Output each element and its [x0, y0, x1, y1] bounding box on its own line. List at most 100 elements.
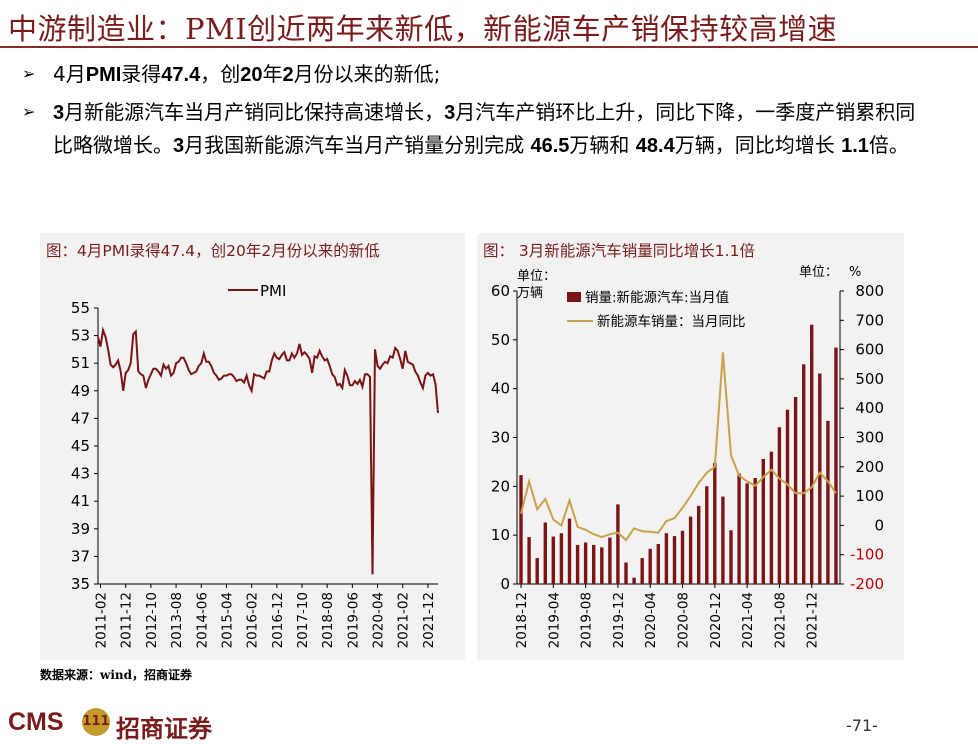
sales-bar [519, 475, 522, 584]
y-tick-label: 49 [71, 382, 90, 400]
left-y-tick-label: 40 [491, 380, 510, 398]
sales-bar [737, 474, 740, 584]
sales-bar [552, 537, 555, 584]
sales-bar [754, 478, 757, 584]
sales-bar [568, 519, 571, 584]
sales-bar [592, 545, 595, 584]
company-logo: CMS 111 招商证券 [8, 706, 248, 742]
bullet-text-run: 4月 [53, 62, 86, 86]
sales-bar [810, 325, 813, 584]
sales-bar [802, 364, 805, 584]
left-y-tick-label: 50 [491, 331, 510, 349]
sales-bar [624, 563, 627, 585]
sales-bar [608, 538, 611, 584]
x-tick-label: 2016-02 [245, 592, 261, 648]
x-tick-label: 2014-06 [194, 592, 210, 648]
x-tick-label: 2021-12 [421, 592, 437, 648]
nev-chart-title: 图： 3月新能源汽车销量同比增长1.1倍 [483, 239, 755, 261]
right-y-tick-label: 200 [855, 458, 884, 476]
page-title: 中游制造业：PMI创近两年来新低，新能源车产销保持较高增速 [8, 6, 837, 48]
x-tick-label: 2012-10 [144, 592, 160, 648]
sales-bar [600, 547, 603, 584]
bullet-text: 4月PMI录得47.4，创20年2月份以来的新低; [53, 58, 932, 91]
left-unit: 万辆 [517, 286, 543, 301]
x-tick-label: 2018-12 [514, 592, 530, 648]
logo-company-name: 招商证券 [116, 709, 212, 744]
sales-bar [729, 530, 732, 584]
bullet-text-run: 47.4 [161, 64, 200, 86]
y-tick-label: 51 [71, 354, 90, 372]
legend-label-sales: 销量:新能源汽车:当月值 [585, 289, 729, 306]
sales-bar [527, 537, 530, 584]
sales-bar [705, 486, 708, 584]
x-tick-label: 2019-12 [611, 592, 627, 648]
right-y-tick-label: 0 [874, 516, 884, 534]
sales-bar [713, 463, 716, 584]
right-unit: % [849, 265, 861, 280]
x-tick-label: 2021-02 [396, 592, 412, 648]
pmi-series-line [98, 330, 438, 574]
left-unit-label: 单位： [517, 269, 556, 284]
bullet-text-run: 倍。 [869, 133, 909, 157]
bullet-2: ➢ 3月新能源汽车当月产销同比保持高速增长，3月汽车产销环比上升，同比下降，一季… [22, 96, 932, 162]
right-unit-label: 单位： [799, 265, 838, 280]
x-tick-label: 2016-12 [270, 592, 286, 648]
legend-label-yoy: 新能源车销量：当月同比 [597, 313, 746, 330]
bullet-text-run: 录得 [121, 62, 161, 86]
bullet-text-run: 3 [53, 102, 64, 124]
sales-bar [689, 517, 692, 584]
right-y-tick-label: 300 [855, 429, 884, 447]
bullet-marker: ➢ [22, 58, 35, 90]
x-tick-label: 2021-04 [740, 592, 756, 648]
bullet-text-run: 1.1 [841, 135, 869, 157]
bullet-text-run: 3 [444, 102, 455, 124]
nev-sales-chart: 0102030405060-200-1000100200300400500600… [477, 233, 904, 660]
sales-bar [576, 545, 579, 584]
y-tick-label: 41 [71, 492, 90, 510]
sales-bar [818, 374, 821, 585]
x-tick-label: 2017-10 [295, 592, 311, 648]
pmi-chart-title: 图：4月PMI录得47.4，创20年2月份以来的新低 [46, 239, 380, 261]
x-tick-label: 2021-12 [805, 592, 821, 648]
sales-bar [649, 549, 652, 584]
legend-swatch-sales [567, 292, 581, 302]
sales-bar [834, 348, 837, 584]
sales-bar [721, 497, 724, 584]
bullet-text-run: 月新能源汽车当月产销同比保持高速增长， [64, 100, 444, 124]
y-tick-label: 35 [71, 575, 90, 593]
x-tick-label: 2020-04 [643, 592, 659, 648]
bullet-text-run: 万辆，同比均增长 [675, 133, 841, 157]
bullet-text-run: 3 [173, 135, 184, 157]
x-tick-label: 2013-08 [169, 592, 185, 648]
bullet-text-run: PMI [86, 64, 122, 86]
sales-bar [826, 421, 829, 584]
sales-bar [665, 533, 668, 584]
x-tick-label: 2019-04 [546, 592, 562, 648]
bullet-text-run: 20 [240, 64, 262, 86]
y-tick-label: 53 [71, 327, 90, 345]
left-y-tick-label: 60 [491, 282, 510, 300]
data-source: 数据来源：wind，招商证券 [40, 666, 192, 683]
sales-bar [536, 558, 539, 584]
bullet-text-run: 46.5 [530, 135, 569, 157]
sales-bar [544, 523, 547, 585]
sales-bar [584, 543, 587, 585]
x-tick-label: 2018-08 [320, 592, 336, 648]
x-tick-label: 2019-08 [579, 592, 595, 648]
sales-bar [641, 558, 644, 584]
right-y-tick-label: 400 [855, 399, 884, 417]
x-tick-label: 2020-08 [676, 592, 692, 648]
x-tick-label: 2019-06 [345, 592, 361, 648]
x-tick-label: 2011-12 [119, 592, 135, 648]
page-number: -71- [846, 716, 878, 735]
sales-bar [616, 504, 619, 584]
y-tick-label: 37 [71, 547, 90, 565]
sales-bar [673, 536, 676, 584]
bullet-text-run: 月份以来的新低; [294, 62, 441, 86]
right-y-tick-label: 100 [855, 487, 884, 505]
x-tick-label: 2020-04 [371, 592, 387, 648]
sales-bar [745, 483, 748, 584]
